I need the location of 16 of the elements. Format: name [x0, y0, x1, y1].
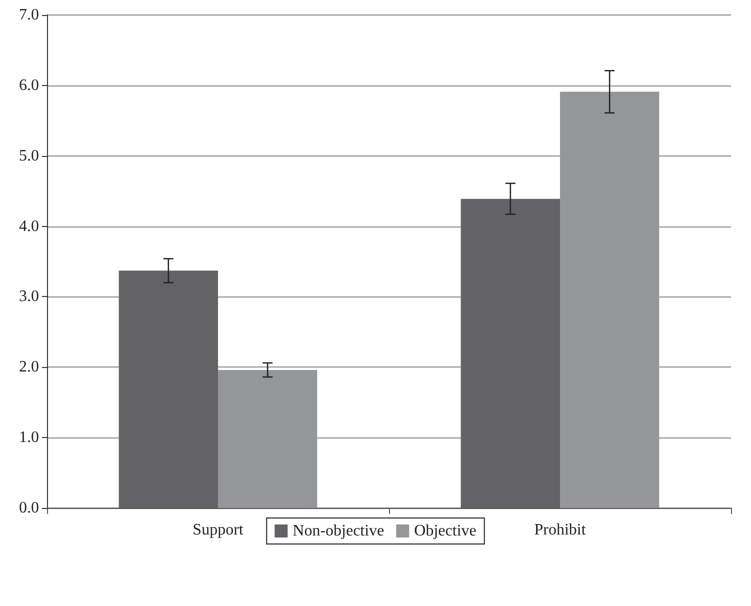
y-tick-label: 0.0 [19, 500, 39, 516]
legend-label: Objective [414, 522, 476, 540]
y-tick-label: 3.0 [19, 288, 39, 306]
x-tick-label: Support [192, 522, 244, 538]
y-tick-label: 5.0 [19, 147, 39, 164]
y-tick-label: 6.0 [19, 76, 39, 94]
x-tick-label: Prohibit [534, 522, 586, 538]
bar [460, 198, 560, 508]
bar [118, 270, 218, 508]
y-tick-label: 4.0 [19, 218, 39, 235]
legend-label: Non-objective [292, 522, 384, 540]
y-tick-label: 2.0 [19, 358, 39, 376]
y-tick-label: 7.0 [19, 6, 39, 24]
bar [218, 370, 318, 508]
y-tick-label: 1.0 [19, 429, 39, 446]
bar [560, 92, 660, 508]
